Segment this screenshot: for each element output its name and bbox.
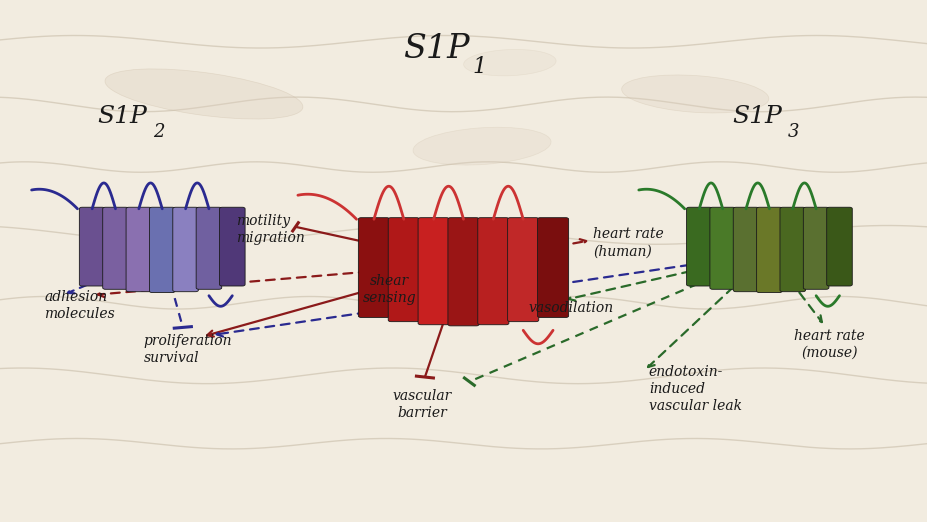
FancyBboxPatch shape: [538, 218, 568, 317]
FancyBboxPatch shape: [149, 207, 175, 292]
Text: shear
sensing: shear sensing: [362, 274, 416, 305]
Text: S1P: S1P: [97, 105, 147, 128]
Text: heart rate
(human): heart rate (human): [593, 227, 664, 258]
FancyBboxPatch shape: [827, 207, 852, 286]
Text: 3: 3: [788, 123, 799, 141]
Text: vasodilation: vasodilation: [528, 301, 614, 315]
Ellipse shape: [464, 50, 556, 76]
FancyBboxPatch shape: [103, 207, 128, 289]
FancyBboxPatch shape: [780, 207, 806, 292]
FancyBboxPatch shape: [197, 207, 222, 289]
FancyBboxPatch shape: [733, 207, 759, 292]
Text: S1P: S1P: [403, 33, 470, 65]
Text: 1: 1: [473, 56, 487, 78]
FancyBboxPatch shape: [477, 218, 509, 325]
FancyBboxPatch shape: [220, 207, 245, 286]
FancyBboxPatch shape: [126, 207, 152, 292]
FancyBboxPatch shape: [448, 218, 479, 326]
FancyBboxPatch shape: [172, 207, 198, 292]
FancyBboxPatch shape: [359, 218, 389, 317]
Text: heart rate
(mouse): heart rate (mouse): [794, 329, 865, 360]
FancyBboxPatch shape: [418, 218, 450, 325]
Text: motility
migration: motility migration: [236, 214, 305, 245]
FancyBboxPatch shape: [710, 207, 735, 289]
FancyBboxPatch shape: [388, 218, 419, 322]
Ellipse shape: [622, 75, 768, 113]
Ellipse shape: [105, 69, 303, 119]
FancyBboxPatch shape: [508, 218, 539, 322]
Text: vascular
barrier: vascular barrier: [392, 389, 451, 420]
Text: endotoxin-
induced
vascular leak: endotoxin- induced vascular leak: [649, 364, 742, 413]
Ellipse shape: [413, 127, 551, 165]
Text: adhesion
molecules: adhesion molecules: [44, 290, 115, 321]
Text: 2: 2: [153, 123, 164, 141]
FancyBboxPatch shape: [756, 207, 782, 292]
FancyBboxPatch shape: [80, 207, 105, 286]
Text: S1P: S1P: [732, 105, 782, 128]
Text: proliferation
survival: proliferation survival: [144, 334, 232, 365]
FancyBboxPatch shape: [687, 207, 712, 286]
FancyBboxPatch shape: [804, 207, 829, 289]
